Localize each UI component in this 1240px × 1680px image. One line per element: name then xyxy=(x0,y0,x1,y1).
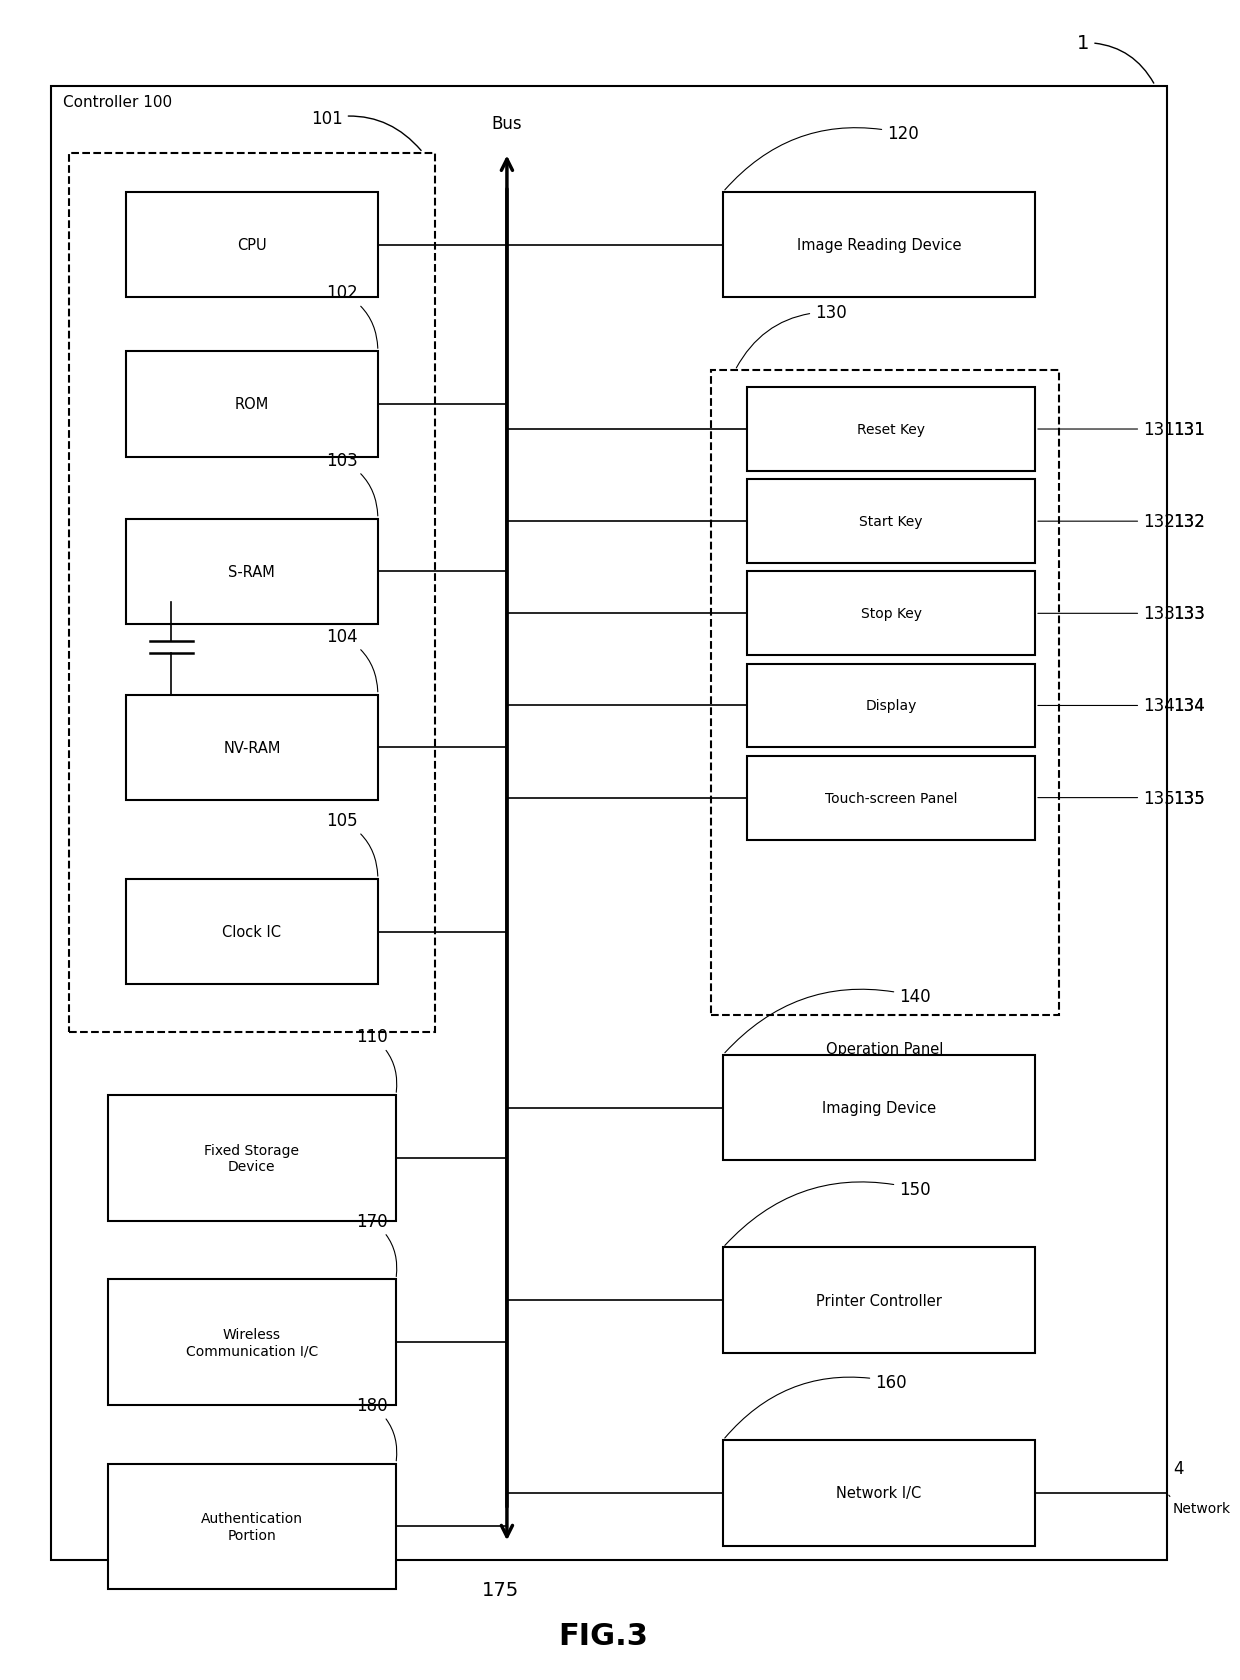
Text: S-RAM: S-RAM xyxy=(228,564,275,580)
Bar xyxy=(125,351,378,457)
Bar xyxy=(125,519,378,625)
Text: 140: 140 xyxy=(725,988,931,1053)
Text: 102: 102 xyxy=(326,284,378,349)
Text: 135: 135 xyxy=(1173,790,1205,806)
Text: Bus: Bus xyxy=(491,116,522,133)
Text: Fixed Storage
Device: Fixed Storage Device xyxy=(205,1142,299,1173)
Text: Imaging Device: Imaging Device xyxy=(822,1100,936,1116)
Text: Printer Controller: Printer Controller xyxy=(816,1294,942,1309)
Text: 150: 150 xyxy=(725,1179,931,1245)
Text: 160: 160 xyxy=(724,1373,906,1438)
Text: 104: 104 xyxy=(326,628,378,692)
Bar xyxy=(108,1463,396,1589)
Text: 135: 135 xyxy=(1173,790,1205,806)
Text: 1: 1 xyxy=(1076,34,1153,84)
Text: 133: 133 xyxy=(1173,605,1205,623)
Text: Wireless
Communication I/C: Wireless Communication I/C xyxy=(186,1327,317,1357)
Text: 132: 132 xyxy=(1038,512,1176,531)
Bar xyxy=(51,86,1167,1561)
Text: 103: 103 xyxy=(326,452,378,516)
Text: ROM: ROM xyxy=(234,396,269,412)
Text: 101: 101 xyxy=(311,111,422,151)
Bar xyxy=(746,480,1035,564)
Text: 134: 134 xyxy=(1173,697,1205,716)
Bar xyxy=(723,1248,1035,1352)
Text: 132: 132 xyxy=(1173,512,1205,531)
Text: 133: 133 xyxy=(1173,605,1205,623)
Bar xyxy=(746,573,1035,655)
Bar xyxy=(723,1055,1035,1161)
Text: 134: 134 xyxy=(1173,697,1205,716)
Text: Display: Display xyxy=(866,699,916,712)
Text: Stop Key: Stop Key xyxy=(861,606,921,622)
Bar xyxy=(723,1440,1035,1546)
Text: 132: 132 xyxy=(1173,512,1205,531)
Text: Image Reading Device: Image Reading Device xyxy=(797,239,961,254)
Text: 131: 131 xyxy=(1038,420,1176,438)
Text: Network I/C: Network I/C xyxy=(837,1485,921,1500)
Text: Clock IC: Clock IC xyxy=(222,924,281,939)
Text: 131: 131 xyxy=(1173,420,1205,438)
Text: 175: 175 xyxy=(482,1581,520,1599)
Bar xyxy=(125,879,378,984)
Text: CPU: CPU xyxy=(237,239,267,254)
Bar xyxy=(68,153,435,1033)
Text: 131: 131 xyxy=(1173,420,1205,438)
Bar xyxy=(746,664,1035,748)
Text: NV-RAM: NV-RAM xyxy=(223,741,280,756)
Bar xyxy=(746,388,1035,472)
Text: Start Key: Start Key xyxy=(859,514,923,529)
Text: 134: 134 xyxy=(1038,697,1174,716)
Text: 133: 133 xyxy=(1038,605,1176,623)
Text: 105: 105 xyxy=(326,811,378,877)
Text: 120: 120 xyxy=(725,126,919,192)
Text: Authentication
Portion: Authentication Portion xyxy=(201,1512,303,1542)
Text: Reset Key: Reset Key xyxy=(857,423,925,437)
Bar xyxy=(125,193,378,299)
Text: 180: 180 xyxy=(356,1396,397,1462)
Text: 130: 130 xyxy=(737,304,847,368)
Bar xyxy=(108,1280,396,1404)
Text: 135: 135 xyxy=(1038,790,1174,806)
Text: 4: 4 xyxy=(1173,1458,1184,1477)
Bar xyxy=(125,696,378,801)
Text: Touch-screen Panel: Touch-screen Panel xyxy=(825,791,957,805)
Bar xyxy=(108,1095,396,1221)
Bar xyxy=(711,371,1059,1016)
Text: Network: Network xyxy=(1169,1495,1231,1515)
Text: 170: 170 xyxy=(356,1211,397,1277)
Text: Operation Panel: Operation Panel xyxy=(826,1042,944,1057)
Text: Controller 100: Controller 100 xyxy=(63,94,172,109)
Bar xyxy=(746,756,1035,840)
Text: FIG.3: FIG.3 xyxy=(558,1621,647,1650)
Text: 110: 110 xyxy=(356,1028,397,1092)
Bar xyxy=(723,193,1035,299)
